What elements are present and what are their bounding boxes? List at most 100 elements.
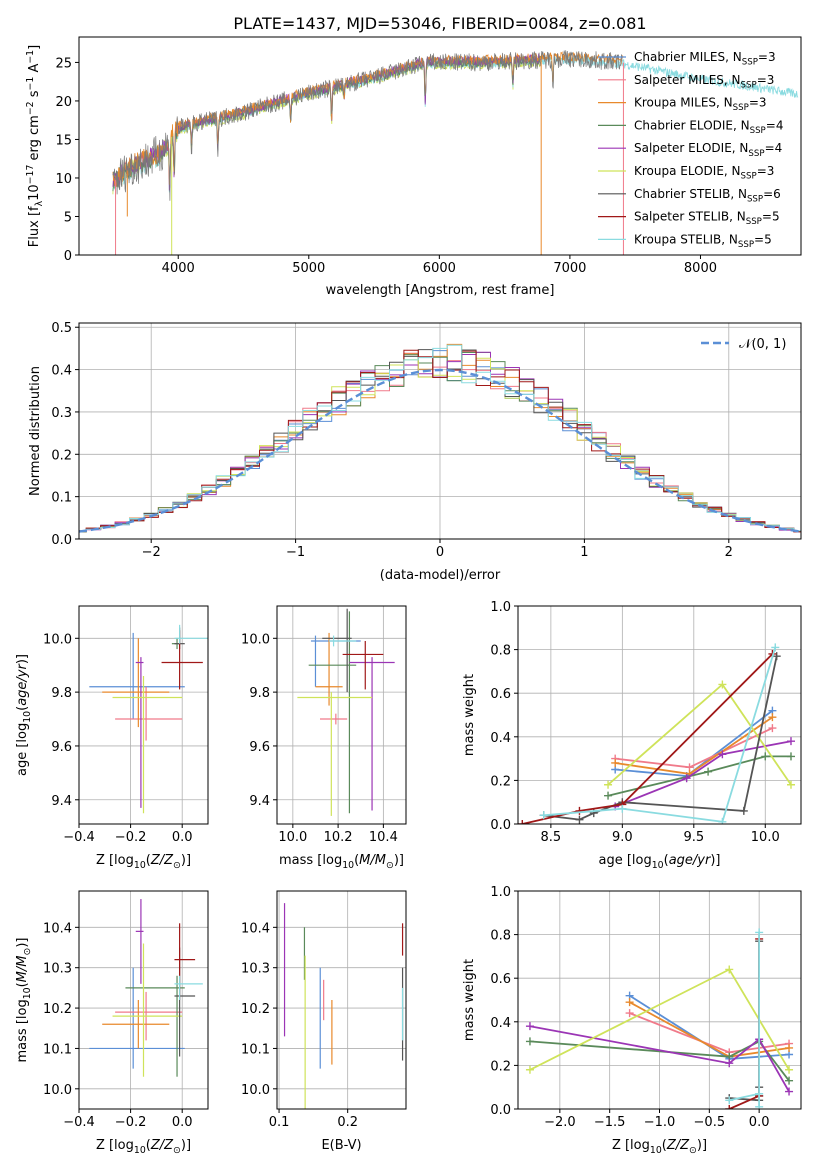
y-tick-label: 10 bbox=[55, 172, 72, 187]
y-tick-label: 15 bbox=[55, 133, 72, 148]
legend-entry: Chabrier ELODIE, NSSP​=4 bbox=[634, 118, 783, 136]
x-axis-label: Z [log10​(Z/Z⊙​)] bbox=[96, 1138, 191, 1156]
x-tick-label: 9.0 bbox=[612, 830, 633, 845]
x-axis-label: (data-model)/error bbox=[380, 568, 501, 583]
weight-marker bbox=[611, 758, 620, 767]
x-tick-label: 9.5 bbox=[683, 830, 704, 845]
y-tick-label: 0.0 bbox=[490, 818, 511, 833]
y-tick-label: 0.2 bbox=[51, 448, 72, 463]
y-tick-label: 10.1 bbox=[43, 1042, 72, 1057]
x-tick-label: −0.2 bbox=[115, 1115, 147, 1130]
weight-marker bbox=[768, 713, 777, 722]
y-tick-label: 10.0 bbox=[43, 632, 72, 647]
panel-mass_vs_ebv: 0.1 0.2 10.0 10.1 10.2 10.3 10.4 E(B-V) bbox=[241, 890, 407, 1153]
weight-marker bbox=[786, 780, 795, 789]
weight-marker bbox=[704, 767, 713, 776]
weight-marker bbox=[761, 752, 770, 761]
y-tick-label: 10.2 bbox=[241, 1002, 270, 1017]
axes-frame bbox=[276, 890, 407, 1110]
y-tick-label: 1.0 bbox=[490, 600, 511, 615]
y-tick-label: 9.6 bbox=[249, 740, 270, 755]
weight-marker bbox=[682, 774, 691, 783]
weight-marker bbox=[575, 815, 584, 824]
weight-marker bbox=[525, 1022, 534, 1031]
x-tick-label: 10.4 bbox=[369, 830, 398, 845]
y-tick-label: 9.4 bbox=[249, 794, 270, 809]
y-tick-label: 10.2 bbox=[43, 1002, 72, 1017]
histogram-kroupa-elodie bbox=[79, 357, 801, 532]
x-tick-label: 0.0 bbox=[749, 1115, 770, 1130]
y-tick-label: 0.5 bbox=[51, 321, 72, 336]
panel-age_vs_Z: −0.4 −0.2 0.0 9.4 9.6 9.8 10.0 Z [log10​(Z/Z⊙​)… bbox=[15, 605, 209, 871]
x-tick-label: −2 bbox=[142, 545, 161, 560]
weight-marker bbox=[768, 724, 777, 733]
histogram-salpeter-stelib bbox=[79, 349, 801, 533]
y-tick-label: 0.6 bbox=[490, 687, 511, 702]
plot-area bbox=[112, 50, 799, 255]
weight-marker bbox=[725, 1059, 734, 1068]
x-axis-label: E(B-V) bbox=[321, 1138, 361, 1153]
weight-marker bbox=[785, 1065, 794, 1074]
x-tick-label: 5000 bbox=[292, 261, 325, 276]
legend-entry: Kroupa MILES, NSSP​=3 bbox=[634, 96, 767, 114]
y-tick-label: 10.4 bbox=[43, 921, 72, 936]
x-tick-label: 1 bbox=[580, 545, 588, 560]
y-axis-label: mass weight bbox=[462, 959, 477, 1041]
figure-title: PLATE=1437, MJD=53046, FIBERID=0084, z=0… bbox=[233, 14, 646, 33]
weight-line-kroupa-stelib bbox=[729, 932, 760, 1107]
weight-line-kroupa-stelib bbox=[543, 647, 777, 823]
weight-marker bbox=[755, 1089, 764, 1098]
weight-marker bbox=[518, 820, 527, 824]
legend-entry: Kroupa ELODIE, NSSP​=3 bbox=[634, 164, 774, 182]
plot-area bbox=[89, 624, 208, 814]
legend-entry: Chabrier MILES, NSSP​=3 bbox=[634, 50, 776, 68]
weight-marker bbox=[755, 928, 764, 937]
weight-marker bbox=[771, 643, 780, 652]
legend-entry: Salpeter ELODIE, NSSP​=4 bbox=[634, 141, 782, 159]
axes-frame bbox=[276, 605, 407, 825]
panel-weight_vs_age: 8.5 9.0 9.5 10.0 0.0 0.2 0.4 0.6 0.8 1.0 age [log1… bbox=[462, 600, 802, 871]
y-tick-label: 0.1 bbox=[51, 491, 72, 506]
legend-entry: Salpeter MILES, NSSP​=3 bbox=[634, 73, 774, 91]
x-tick-label: 0.2 bbox=[337, 1115, 358, 1130]
weight-line-chabrier-elodie bbox=[529, 1040, 790, 1082]
panel-spectrum: 4000 5000 6000 7000 8000 0 5 10 15 20 25 wavelength… bbox=[25, 36, 802, 298]
y-tick-label: 0.4 bbox=[51, 364, 72, 379]
weight-marker bbox=[618, 804, 627, 813]
x-tick-label: 10.0 bbox=[751, 830, 780, 845]
panel-age_vs_mass: 10.0 10.2 10.4 9.4 9.6 9.8 10.0 mass [log10​(M/… bbox=[241, 605, 407, 871]
x-tick-label: 10.2 bbox=[324, 830, 353, 845]
x-tick-label: 0 bbox=[436, 545, 444, 560]
y-tick-label: 9.8 bbox=[51, 686, 72, 701]
y-tick-label: 10.3 bbox=[43, 962, 72, 977]
x-tick-label: 8.5 bbox=[541, 830, 562, 845]
weight-marker bbox=[604, 791, 613, 800]
x-tick-label: −0.4 bbox=[63, 1115, 95, 1130]
x-tick-label: −1.5 bbox=[594, 1115, 626, 1130]
x-axis-label: wavelength [Angstrom, rest frame] bbox=[326, 283, 555, 298]
x-tick-label: −1.0 bbox=[644, 1115, 676, 1130]
x-tick-label: 7000 bbox=[553, 261, 586, 276]
x-tick-label: 0.1 bbox=[269, 1115, 290, 1130]
y-tick-label: 10.0 bbox=[43, 1083, 72, 1098]
y-tick-label: 25 bbox=[55, 56, 72, 71]
x-tick-label: 0.0 bbox=[172, 830, 193, 845]
weight-marker bbox=[725, 1105, 734, 1109]
x-tick-label: 4000 bbox=[162, 261, 195, 276]
y-tick-label: 0.6 bbox=[490, 972, 511, 987]
weight-marker bbox=[575, 806, 584, 815]
weight-marker bbox=[718, 680, 727, 689]
legend-models: Chabrier MILES, NSSP​=3 Salpeter MILES, N… bbox=[598, 50, 783, 250]
x-tick-label: 2 bbox=[725, 545, 733, 560]
y-tick-label: 0.0 bbox=[490, 1103, 511, 1118]
legend-entry: Kroupa STELIB, NSSP​=5 bbox=[634, 232, 772, 250]
y-tick-label: 0.2 bbox=[490, 1059, 511, 1074]
x-tick-label: 6000 bbox=[423, 261, 456, 276]
y-tick-label: 5 bbox=[64, 210, 72, 225]
weight-marker bbox=[539, 811, 548, 820]
weight-marker bbox=[625, 1009, 634, 1018]
weight-line-salpeter-elodie bbox=[614, 740, 792, 808]
weight-line-chabrier-elodie bbox=[607, 755, 791, 797]
normal-curve bbox=[79, 368, 801, 533]
